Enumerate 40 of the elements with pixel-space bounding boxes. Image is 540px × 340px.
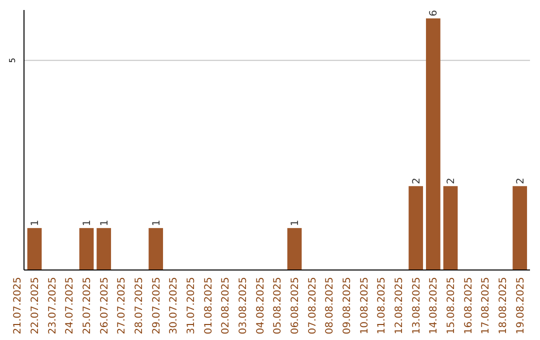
x-tick-label: 28.07.2025 [134,277,145,334]
x-tick-label: 16.08.2025 [463,277,474,334]
x-tick-label: 30.07.2025 [168,277,180,334]
x-tick-label: 17.08.2025 [480,277,492,334]
x-tick-label: 15.08.2025 [446,277,457,334]
x-tick-label: 10.08.2025 [359,277,370,334]
x-tick-label: 24.07.2025 [64,277,76,334]
x-tick-label: 26.07.2025 [99,277,110,334]
x-tick-label: 11.08.2025 [376,277,388,334]
x-tick-label: 19.08.2025 [515,277,526,334]
x-tick-label: 05.08.2025 [272,277,284,334]
x-tick-label: 27.07.2025 [116,277,128,334]
x-tick-label: 18.08.2025 [498,277,509,334]
x-tick-label: 13.08.2025 [411,277,422,334]
x-tick-label: 22.07.2025 [30,277,41,334]
x-tick-label: 21.07.2025 [12,277,24,334]
x-tick-label: 02.08.2025 [220,277,232,334]
data-label: 6 [428,10,440,16]
x-tick-label: 09.08.2025 [342,277,353,334]
y-tick-label: 5 [8,58,17,63]
x-tick-label: 31.07.2025 [186,277,197,334]
data-label: 1 [290,220,301,226]
x-tick-label: 25.07.2025 [82,277,93,334]
x-tick-label: 07.08.2025 [307,277,318,334]
data-label: 1 [99,220,110,226]
data-label: 1 [30,220,41,226]
data-label: 2 [411,178,422,184]
x-tick-label: 04.08.2025 [255,277,266,334]
x-tick-label: 12.08.2025 [394,277,405,334]
x-tick-label: 03.08.2025 [238,277,249,334]
data-label: 2 [515,178,526,184]
x-tick-label: 01.08.2025 [203,277,214,334]
x-tick-label: 23.07.2025 [47,277,58,334]
x-tick-label: 08.08.2025 [324,277,336,334]
x-tick-label: 14.08.2025 [428,277,440,334]
data-label: 1 [151,220,162,226]
data-label: 2 [446,178,457,184]
data-label: 1 [82,220,93,226]
x-tick-label: 29.07.2025 [151,277,162,334]
x-tick-label: 06.08.2025 [290,277,301,334]
